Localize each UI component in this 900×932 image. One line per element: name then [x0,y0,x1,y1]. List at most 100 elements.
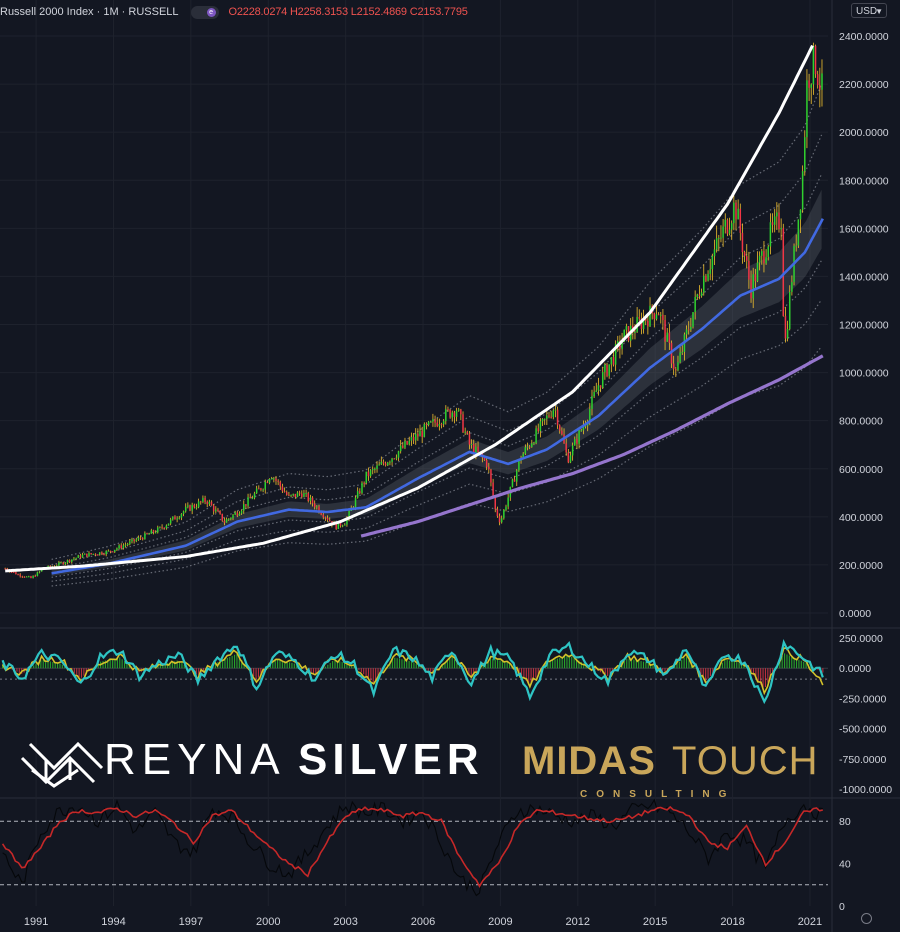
time-axis[interactable]: 1991 1994 1997 2000 2003 2006 2009 2012 2015 2018… [24,916,822,928]
candle-body [77,555,79,558]
candle-body [513,479,516,482]
candle-body [167,523,170,526]
candle-body [313,503,316,508]
purple-moving-average [360,354,824,538]
candle-body [81,554,84,558]
candle-body [569,455,572,463]
candle-body [612,357,615,365]
candle-body [724,219,727,227]
candle-body [584,425,587,427]
x-tick-label: 2009 [488,916,512,928]
candle-body [348,510,350,519]
candle-body [705,275,707,281]
candle-body [120,545,122,549]
candle-body [644,318,647,321]
candle-body [685,329,688,335]
candle-body [795,245,797,247]
candle-body [771,222,774,225]
candle-body [238,513,241,516]
brand-midas: MIDAS [522,739,656,783]
candle-body [34,575,37,577]
candle-body [131,539,133,542]
candle-body [402,445,404,448]
candle-body [814,45,817,75]
symbol-title[interactable]: Russell 2000 Index · 1M · RUSSELL [0,6,179,18]
candle-body [363,482,365,484]
candle-body [786,328,789,339]
candle-body [273,478,275,480]
candle-body [399,445,402,452]
candle-body [745,256,748,261]
candle-body [455,410,458,417]
candle-body [189,505,191,511]
y-tick-label: 200.0000 [839,560,883,572]
candle-body [539,421,542,432]
candle-body [103,554,105,556]
candle-body [763,251,765,264]
candle-body [593,391,595,397]
candle-body [737,208,739,220]
candle-body [700,292,703,297]
symbol-legend[interactable]: Russell 2000 Index · 1M · RUSSELL e O222… [0,4,468,20]
candle-body [285,492,288,495]
candle-body [217,509,219,512]
candle-body [449,409,451,418]
osc-tick-label: 0.0000 [839,663,871,675]
candle-body [354,497,357,508]
candle-body [653,313,656,319]
osc-fast-line [1,638,824,705]
candle-body [761,251,763,256]
candle-body [13,571,15,573]
candle-body [703,275,705,293]
candle-body [301,493,303,497]
settings-gear-icon[interactable] [861,913,872,924]
candle-body [425,424,428,426]
candle-body [578,430,580,444]
candle-body [410,437,413,441]
candle-body [640,318,643,329]
candle-body [83,553,86,555]
price-axis[interactable]: 2400.0000 2200.0000 2000.0000 1800.0000 1600… [839,31,892,913]
candle-body [608,364,610,376]
chevron-down-icon: ▼ [875,7,883,16]
currency-selector[interactable]: USD ▼ [851,3,887,18]
candle-body [707,273,709,281]
candle-body [374,468,376,470]
candle-body [219,511,221,514]
candle-body [212,505,215,512]
candle-body [773,216,776,225]
candle-body [810,84,812,88]
candle-body [582,426,585,431]
candle-body [101,552,103,555]
candle-body [391,458,393,462]
candle-body [249,497,251,499]
ohlc-values: O2228.0274 H2258.3153 L2152.4869 C2153.7… [228,6,468,18]
candle-body [88,553,90,557]
candle-body [677,362,679,371]
candle-body [419,430,421,437]
candle-body [543,418,546,420]
candle-body [135,539,138,542]
candle-body [634,332,636,334]
candle-body [687,329,690,331]
candle-body [821,73,823,90]
candle-body [105,550,107,555]
osc-tick-label: 250.0000 [839,633,883,645]
candle-body [356,491,359,498]
candle-body [468,433,471,445]
candle-body [550,416,552,418]
candle-body [473,443,475,454]
candle-body [129,541,131,544]
candle-body [227,518,230,520]
candle-body [589,408,591,422]
currency-label: USD [856,6,878,17]
candle-body [225,519,228,523]
candle-body [157,527,159,533]
candle-body [445,409,447,422]
candle-body [294,493,297,497]
candle-body [518,460,520,471]
indicator-toggle[interactable]: e [190,5,219,19]
candle-body [642,318,645,329]
candle-body [36,572,39,577]
